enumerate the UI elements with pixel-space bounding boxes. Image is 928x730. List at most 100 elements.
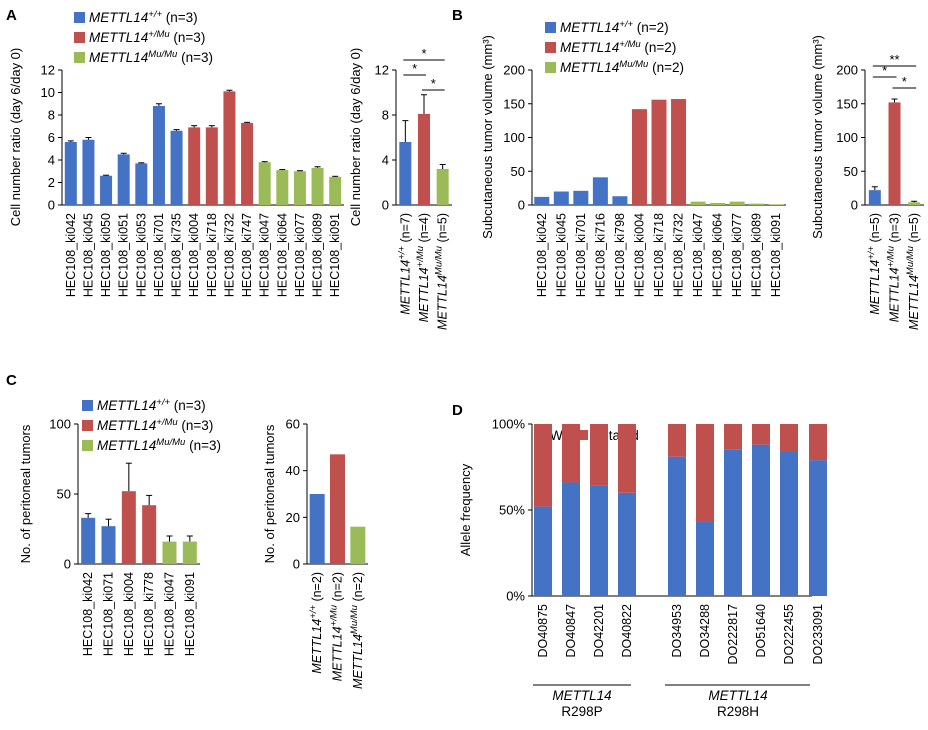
panel-letter-d: D [452, 402, 463, 419]
stacked-bar-wt [590, 485, 608, 596]
legend-label: METTL14+/Mu (n=3) [97, 417, 213, 433]
x-category-label: HEC108_ki747 [240, 213, 254, 297]
stacked-bar-wt [668, 456, 686, 596]
x-category-label: HEC108_ki735 [170, 213, 184, 297]
stacked-bar-wt [724, 449, 742, 596]
group-label-gene-1: METTL14 [552, 688, 611, 703]
bar [241, 122, 254, 205]
legend-label: METTL14+/Mu (n=2) [560, 39, 676, 55]
bar [768, 204, 784, 205]
x-category-label: DO42201 [592, 604, 606, 658]
stacked-bar-wt [752, 444, 770, 596]
y-tick-label: 50 [844, 164, 858, 179]
bar [121, 491, 136, 564]
stacked-bar-mutated [618, 424, 636, 493]
x-category-label: HEC108_ki045 [81, 213, 95, 297]
legend-label: METTL14+/+ (n=3) [89, 9, 198, 25]
x-category-label: HEC108_ki071 [102, 572, 116, 656]
stacked-bar-mutated [724, 424, 742, 450]
bar [888, 102, 901, 205]
y-tick-label: 8 [382, 108, 389, 123]
x-category-label: HEC108_ki091 [328, 213, 342, 297]
stacked-bar-mutated [780, 424, 798, 452]
bar [534, 196, 550, 205]
x-category-label: HEC108_ki091 [769, 213, 783, 297]
bar [330, 454, 345, 564]
x-category-label: DO40875 [536, 604, 550, 658]
y-tick-label: 60 [286, 417, 300, 432]
bar [671, 99, 687, 205]
x-category-label: HEC108_ki732 [672, 213, 686, 297]
bar [170, 130, 183, 205]
bar [309, 494, 325, 564]
group-label-gene-2: METTL14 [708, 688, 767, 703]
bar [749, 203, 765, 205]
significance-star: * [421, 46, 426, 61]
y-tick-label: 8 [48, 108, 55, 123]
x-category-label: HEC108_ki051 [117, 213, 131, 297]
bar [101, 526, 116, 564]
x-category-label: HEC108_ki053 [134, 213, 148, 297]
stacked-bar-mutated [590, 424, 608, 486]
bar [612, 196, 628, 205]
x-category-label: HEC108_ki047 [163, 572, 177, 656]
x-category-label: HEC108_ki077 [293, 213, 307, 297]
stacked-bar-wt [696, 522, 714, 596]
bar [293, 171, 306, 205]
bar [82, 139, 95, 205]
x-category-label: DO222817 [726, 604, 740, 665]
bar [651, 99, 667, 205]
x-category-label: HEC108_ki045 [554, 213, 568, 297]
y-tick-label: 12 [375, 63, 389, 78]
x-category-label: METTL14+/Mu (n=4) [415, 213, 431, 322]
y-axis-title: No. of peritoneal tumors [18, 424, 33, 563]
legend-swatch [545, 22, 556, 33]
y-tick-label: 12 [41, 63, 55, 78]
x-category-label: HEC108_ki050 [99, 213, 113, 297]
stacked-bar-mutated [562, 424, 580, 483]
stacked-bar-mutated [696, 424, 714, 523]
y-tick-label: 50 [57, 487, 71, 502]
bar [117, 154, 130, 205]
bar [350, 526, 366, 564]
bar [908, 202, 921, 205]
stacked-bar-wt [780, 451, 798, 596]
bar [418, 113, 430, 205]
significance-star: * [902, 74, 907, 89]
y-tick-label: 50 [511, 164, 525, 179]
legend-label: METTL14+/Mu (n=3) [89, 29, 205, 45]
stacked-bar-wt [562, 482, 580, 596]
bar [258, 162, 271, 205]
legend-swatch-mutated [578, 430, 588, 440]
y-tick-label: 0% [506, 589, 525, 604]
y-axis-title: Cell number ratio (day 6/day 0) [8, 48, 23, 226]
y-tick-label: 10 [41, 85, 55, 100]
bar [436, 169, 449, 205]
stacked-bar-wt [809, 460, 827, 596]
y-axis-title: Subcutaneous tumor volume (mm³) [480, 35, 495, 239]
x-category-label: DO40822 [620, 604, 634, 658]
y-tick-label: 0 [382, 198, 389, 213]
x-category-label: HEC108_ki004 [187, 213, 201, 297]
legend-swatch [82, 400, 93, 411]
legend-swatch [545, 42, 556, 53]
x-category-label: HEC108_ki701 [152, 213, 166, 297]
x-category-label: DO233091 [811, 604, 825, 665]
x-category-label: HEC108_ki004 [632, 213, 646, 297]
x-category-label: HEC108_ki047 [258, 213, 272, 297]
y-tick-label: 100% [492, 417, 526, 432]
y-tick-label: 0 [518, 198, 525, 213]
legend-label: METTL14+/+ (n=3) [97, 397, 206, 413]
legend-swatch [74, 12, 85, 23]
x-category-label: METTL14Mu/Mu (n=5) [434, 213, 450, 330]
bar [142, 505, 157, 564]
x-category-label: METTL14Mu/Mu (n=5) [905, 213, 921, 330]
x-category-label: HEC108_ki778 [142, 572, 156, 656]
x-category-label: METTL14+/+ (n=7) [396, 213, 412, 315]
bar [868, 190, 881, 205]
x-category-label: HEC108_ki064 [275, 213, 289, 297]
x-category-label: HEC108_ki732 [222, 213, 236, 297]
bar [64, 142, 77, 205]
bar [592, 177, 608, 205]
